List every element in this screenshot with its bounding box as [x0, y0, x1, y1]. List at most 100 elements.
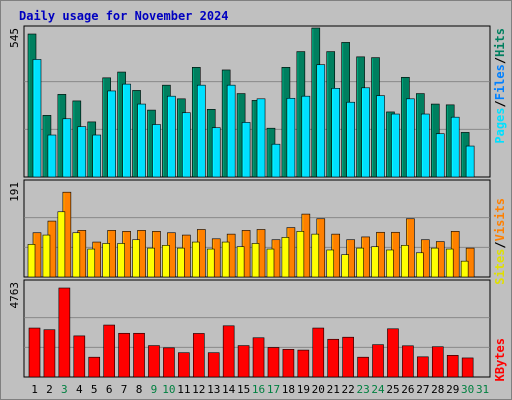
sites-bar — [281, 237, 290, 278]
sites-bar — [356, 247, 364, 278]
files-bar — [376, 95, 385, 178]
kbytes-bar — [267, 347, 280, 378]
day-label: 15 — [237, 383, 250, 396]
files-bar — [107, 90, 116, 178]
kbytes-bar — [357, 356, 369, 378]
day-label: 14 — [222, 383, 236, 396]
kbytes-bar — [446, 355, 459, 378]
visits-ymax-label: 191 — [8, 182, 21, 202]
files-bar — [361, 87, 370, 178]
sites-bar — [341, 254, 349, 278]
kbytes-bar — [58, 287, 71, 378]
sites-bar — [401, 245, 409, 278]
files-bar — [286, 97, 296, 178]
day-label: 17 — [267, 383, 280, 396]
sites-bar — [206, 248, 215, 278]
kbytes-ymax-label: 4763 — [8, 282, 21, 309]
files-bar — [92, 134, 102, 178]
sites-bar — [221, 241, 230, 278]
day-label: 21 — [327, 383, 340, 396]
legend-sites: Sites — [493, 249, 507, 285]
sites-bar — [460, 260, 469, 278]
day-label: 16 — [252, 383, 265, 396]
day-label: 24 — [371, 383, 385, 396]
files-bar — [331, 88, 341, 178]
kbytes-bar — [148, 345, 160, 378]
day-label: 31 — [476, 383, 489, 396]
kbytes-bar — [103, 324, 115, 378]
svg-text:KBytes: KBytes — [493, 338, 507, 381]
day-label: 11 — [177, 383, 190, 396]
sites-bar — [72, 232, 81, 278]
svg-text:Pages/Files/Hits: Pages/Files/Hits — [493, 28, 507, 144]
kbytes-bar — [312, 327, 325, 378]
day-label: 1 — [31, 383, 38, 396]
files-bar — [256, 98, 266, 178]
files-bar — [465, 145, 475, 178]
day-label: 22 — [342, 383, 355, 396]
kbytes-bar — [402, 345, 414, 378]
kbytes-bar — [327, 338, 340, 378]
day-label: 23 — [356, 383, 369, 396]
kbytes-bar — [297, 349, 310, 378]
kbytes-bar — [133, 332, 145, 378]
sites-bar — [445, 248, 454, 278]
day-label: 7 — [121, 383, 128, 396]
day-label: 9 — [151, 383, 158, 396]
kbytes-bar — [43, 329, 56, 378]
day-label: 2 — [46, 383, 53, 396]
sites-bar — [371, 246, 379, 278]
files-bar — [271, 143, 281, 178]
kbytes-bar — [28, 327, 41, 378]
files-bar — [77, 126, 87, 178]
files-bar — [301, 95, 311, 178]
day-label: 8 — [136, 383, 143, 396]
day-label: 29 — [446, 383, 459, 396]
files-bar — [450, 116, 460, 178]
kbytes-bar — [282, 349, 295, 378]
kbytes-bar — [431, 346, 444, 378]
sites-bar — [147, 247, 155, 278]
svg-text:Sites/Visits: Sites/Visits — [493, 198, 507, 285]
day-label: 28 — [431, 383, 444, 396]
day-label: 19 — [297, 383, 310, 396]
files-bar — [122, 83, 131, 178]
files-bar — [182, 112, 191, 178]
files-bar — [316, 64, 326, 178]
day-label: 12 — [192, 383, 205, 396]
sites-bar — [251, 243, 260, 278]
legend-visits: Visits — [493, 198, 507, 241]
day-label: 18 — [282, 383, 295, 396]
day-label: 26 — [401, 383, 414, 396]
files-bar — [167, 95, 176, 178]
sites-bar — [266, 248, 275, 278]
day-label: 10 — [162, 383, 175, 396]
legend-files: Files — [493, 64, 507, 100]
files-bar — [196, 84, 206, 178]
day-label: 3 — [61, 383, 68, 396]
files-bar — [62, 118, 72, 178]
sites-bar — [386, 249, 394, 278]
kbytes-bar — [237, 345, 250, 378]
sites-bar — [326, 249, 335, 278]
kbytes-bar — [73, 335, 86, 378]
hits-ymax-label: 545 — [8, 28, 21, 48]
legend-pages: Pages — [493, 108, 507, 144]
files-bar — [346, 101, 355, 178]
files-bar — [241, 122, 251, 178]
day-label: 20 — [312, 383, 325, 396]
files-bar — [421, 113, 430, 178]
sites-bar — [311, 233, 320, 278]
kbytes-bar — [342, 336, 354, 378]
files-bar — [152, 124, 161, 178]
sites-bar — [430, 247, 439, 278]
files-bar — [406, 98, 415, 178]
day-label: 4 — [76, 383, 83, 396]
legend-hits: Hits — [493, 28, 507, 57]
sites-bar — [117, 243, 125, 278]
kbytes-bar — [252, 337, 265, 378]
kbytes-bar — [387, 328, 399, 378]
files-bar — [47, 134, 57, 178]
day-label: 25 — [386, 383, 399, 396]
